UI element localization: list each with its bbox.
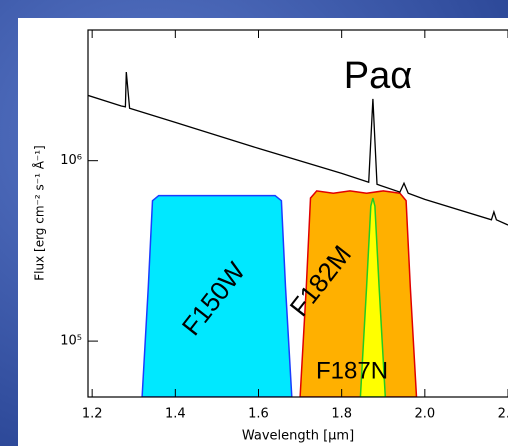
axes-frame [87, 29, 508, 398]
x-tick-label: 1.8 [331, 407, 352, 422]
x-tick-label: 2.2 [498, 407, 508, 422]
filter-label: F187N [316, 357, 388, 384]
filter-band [359, 197, 387, 397]
annotation: Paα [344, 55, 412, 97]
y-tick-label: 10⁵ [60, 334, 82, 349]
filter-band [141, 194, 293, 397]
spectrum-line [88, 71, 508, 226]
x-tick-label: 1.6 [248, 407, 269, 422]
axes: 1.2 1.4 1.6 1.8 2.0 2.2 10⁵ 10⁶ [60, 30, 508, 422]
x-tick-label: 1.2 [82, 407, 103, 422]
filter-band [299, 190, 418, 397]
plot-area [88, 71, 508, 397]
y-axis-label: Flux [erg cm⁻² s⁻¹ Å⁻¹] [32, 145, 47, 280]
x-tick-label: 2.0 [414, 407, 435, 422]
x-tick-label: 1.4 [165, 407, 186, 422]
y-tick-label: 10⁶ [60, 153, 82, 168]
x-axis-label: Wavelength [μm] [242, 429, 354, 444]
